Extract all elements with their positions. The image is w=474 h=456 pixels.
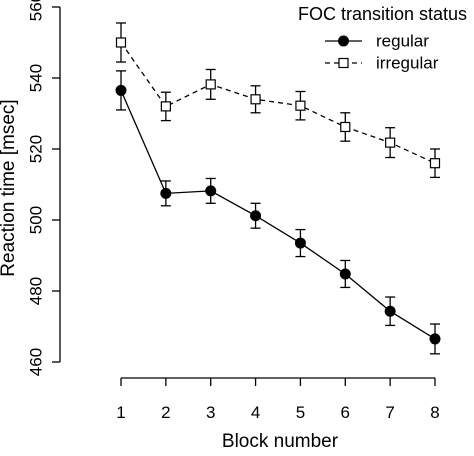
data-point xyxy=(339,268,351,280)
legend: FOC transition status regular irregular xyxy=(298,4,467,73)
data-point xyxy=(250,210,262,222)
y-tick-label: 460 xyxy=(27,348,46,376)
series-line xyxy=(120,90,436,340)
data-point xyxy=(384,305,396,317)
x-tick-label: 3 xyxy=(206,403,215,422)
data-point xyxy=(295,100,306,111)
data-point xyxy=(250,94,261,105)
legend-label: regular xyxy=(376,32,429,51)
y-tick-label: 480 xyxy=(27,277,46,305)
x-tick-label: 6 xyxy=(341,403,350,422)
series-regular xyxy=(115,70,441,355)
y-tick-label: 520 xyxy=(27,135,46,163)
legend-label: irregular xyxy=(376,54,439,73)
y-axis-label: Reaction time [msec] xyxy=(0,99,19,276)
data-point xyxy=(205,79,216,90)
y-tick-label: 560 xyxy=(27,0,46,21)
x-tick-label: 2 xyxy=(161,403,170,422)
data-point xyxy=(429,158,441,169)
data-point xyxy=(205,185,217,197)
data-point xyxy=(294,237,306,249)
axes: 460 480 500 520 540 560 1 2 3 4 5 6 7 8 xyxy=(27,0,440,422)
data-point xyxy=(338,35,349,47)
data-point xyxy=(115,37,127,48)
y-tick-label: 500 xyxy=(27,206,46,234)
data-point xyxy=(340,121,351,133)
data-point xyxy=(338,57,349,69)
y-tick-label: 540 xyxy=(27,64,46,92)
data-point xyxy=(429,333,441,345)
x-tick-label: 7 xyxy=(385,403,394,422)
x-tick-label: 4 xyxy=(251,403,260,422)
x-axis-label: Block number xyxy=(222,431,339,452)
series-line xyxy=(120,42,436,164)
x-tick-label: 5 xyxy=(296,403,305,422)
data-point xyxy=(115,84,127,96)
data-point xyxy=(385,137,396,148)
x-tick-label: 8 xyxy=(430,403,439,422)
series-layer xyxy=(115,22,441,355)
legend-title: FOC transition status xyxy=(298,4,467,24)
data-point xyxy=(160,101,171,112)
data-point xyxy=(160,187,172,199)
series-irregular xyxy=(115,22,441,179)
x-tick-label: 1 xyxy=(116,403,125,422)
